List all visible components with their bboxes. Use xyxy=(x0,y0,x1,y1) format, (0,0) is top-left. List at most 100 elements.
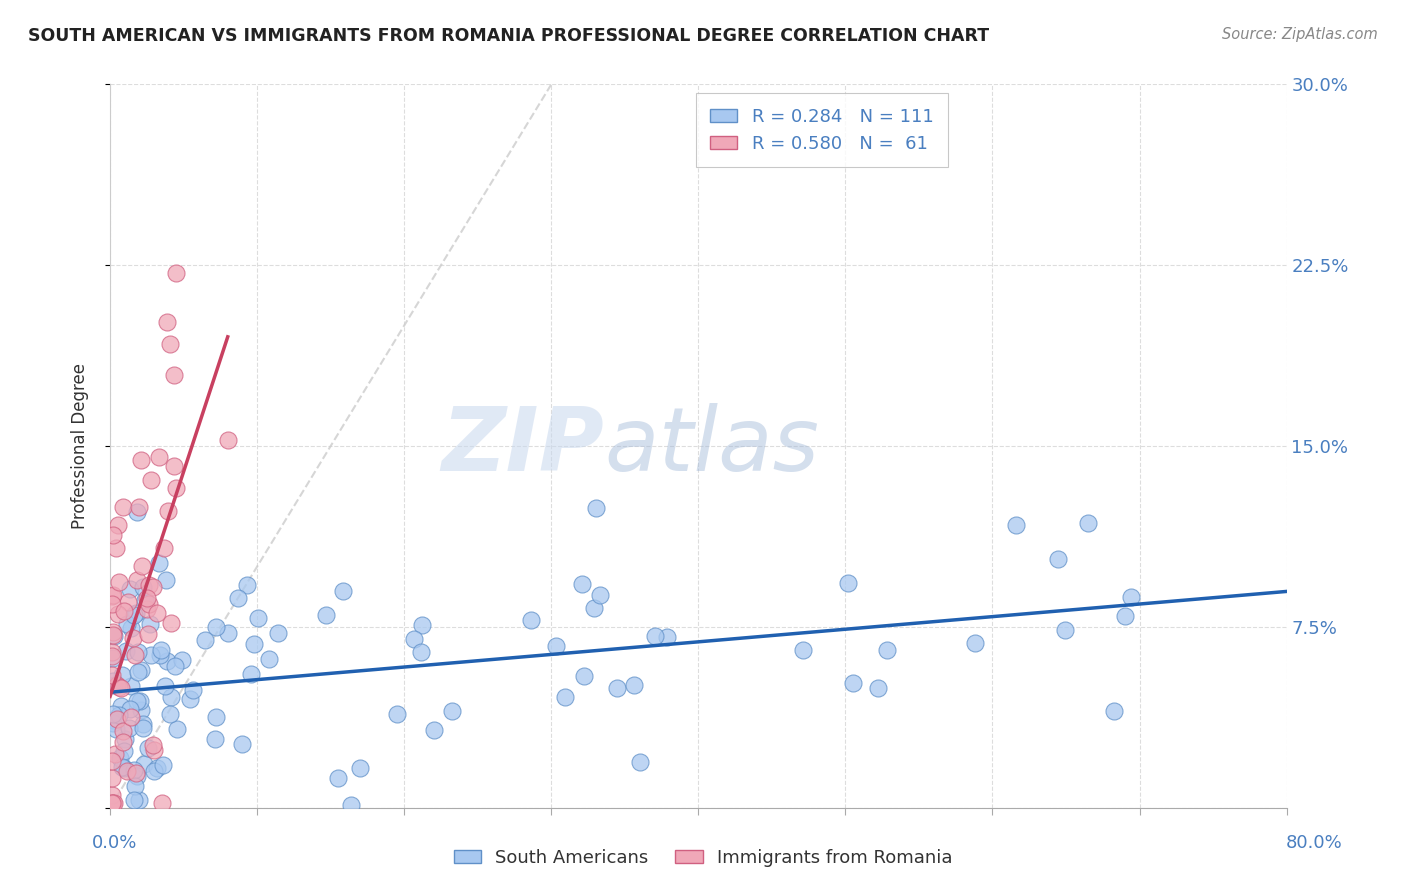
Point xyxy=(792,643,814,657)
Point xyxy=(120,582,142,597)
Point xyxy=(152,757,174,772)
Point xyxy=(108,680,131,694)
Point xyxy=(127,665,149,680)
Point xyxy=(546,639,568,653)
Point xyxy=(108,751,131,765)
Text: ZIP: ZIP xyxy=(441,402,605,490)
Point xyxy=(100,597,122,611)
Point xyxy=(101,788,124,802)
Point xyxy=(127,505,149,519)
Point xyxy=(103,629,125,643)
Point xyxy=(143,764,166,778)
Point xyxy=(226,591,249,605)
Text: atlas: atlas xyxy=(605,403,820,489)
Point xyxy=(623,678,645,692)
Point xyxy=(166,722,188,736)
Point xyxy=(339,798,361,813)
Point xyxy=(876,643,898,657)
Point xyxy=(107,607,129,621)
Point xyxy=(124,648,146,662)
Point xyxy=(170,653,193,667)
Point xyxy=(1005,518,1028,533)
Point xyxy=(231,737,253,751)
Point xyxy=(134,756,156,771)
Point xyxy=(122,607,145,622)
Point xyxy=(114,732,136,747)
Point xyxy=(132,581,155,595)
Point xyxy=(138,597,160,611)
Point xyxy=(1046,551,1069,566)
Point xyxy=(129,663,152,677)
Point xyxy=(217,625,239,640)
Point xyxy=(124,779,146,793)
Point xyxy=(103,796,125,810)
Point xyxy=(236,578,259,592)
Point xyxy=(112,744,135,758)
Point xyxy=(163,459,186,474)
Point xyxy=(257,652,280,666)
Point xyxy=(179,692,201,706)
Point xyxy=(246,611,269,625)
Point xyxy=(111,760,134,774)
Point xyxy=(155,574,177,588)
Point xyxy=(142,581,165,595)
Point xyxy=(124,763,146,777)
Point xyxy=(148,556,170,570)
Point xyxy=(1077,516,1099,530)
Point xyxy=(205,710,228,724)
Point xyxy=(105,678,128,692)
Point xyxy=(554,690,576,705)
Point xyxy=(152,796,174,810)
Point xyxy=(138,616,160,631)
Point xyxy=(868,681,890,696)
Point xyxy=(107,518,129,533)
Point xyxy=(628,755,651,769)
Point xyxy=(101,644,124,658)
Point xyxy=(1119,590,1142,604)
Point xyxy=(115,644,138,658)
Point xyxy=(129,703,152,717)
Point xyxy=(100,796,122,810)
Point xyxy=(134,592,156,607)
Point xyxy=(100,648,122,663)
Point xyxy=(572,669,595,683)
Point xyxy=(105,541,128,555)
Point xyxy=(112,604,135,618)
Point xyxy=(1102,704,1125,718)
Point xyxy=(115,617,138,632)
Point xyxy=(101,624,124,639)
Point xyxy=(100,771,122,785)
Point xyxy=(267,626,290,640)
Point xyxy=(332,583,354,598)
Point xyxy=(120,622,142,636)
Point xyxy=(143,743,166,757)
Point xyxy=(120,679,142,693)
Point xyxy=(146,761,169,775)
Point xyxy=(149,648,172,663)
Point xyxy=(103,796,125,810)
Point xyxy=(315,608,337,623)
Point xyxy=(585,500,607,515)
Point xyxy=(571,577,593,591)
Point xyxy=(101,796,124,810)
Point xyxy=(110,699,132,714)
Point xyxy=(138,577,160,591)
Point xyxy=(128,694,150,708)
Point xyxy=(240,666,263,681)
Point xyxy=(243,637,266,651)
Point xyxy=(146,606,169,620)
Point xyxy=(156,654,179,668)
Point xyxy=(100,668,122,682)
Y-axis label: Professional Degree: Professional Degree xyxy=(72,363,89,529)
Point xyxy=(159,707,181,722)
Point xyxy=(125,769,148,783)
Point xyxy=(217,434,239,448)
Point xyxy=(204,732,226,747)
Point xyxy=(124,607,146,621)
Point xyxy=(100,755,122,769)
Point xyxy=(153,541,176,556)
Point xyxy=(963,636,986,650)
Point xyxy=(160,616,183,631)
Point xyxy=(112,724,135,739)
Point xyxy=(101,706,124,721)
